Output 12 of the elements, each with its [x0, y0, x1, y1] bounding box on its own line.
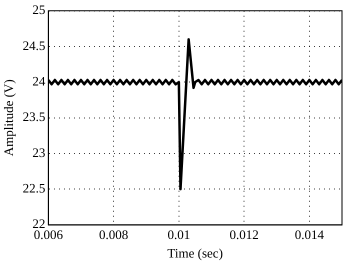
x-tick-label: 0.014	[294, 227, 324, 242]
y-tick-label: 23	[32, 144, 46, 160]
y-axis-title: Amplitude (V)	[1, 79, 16, 156]
y-tick-label: 22.5	[22, 180, 46, 196]
x-axis-title: Time (sec)	[167, 246, 223, 261]
y-tick-label: 24	[32, 74, 46, 89]
y-tick-label: 23.5	[22, 109, 46, 124]
x-tick-label: 0.008	[98, 227, 128, 242]
x-tick-label: 0.01	[167, 227, 190, 242]
y-tick-label: 25	[32, 2, 46, 18]
y-tick-label: 24.5	[22, 38, 46, 53]
x-tick-label: 0.012	[229, 227, 259, 242]
